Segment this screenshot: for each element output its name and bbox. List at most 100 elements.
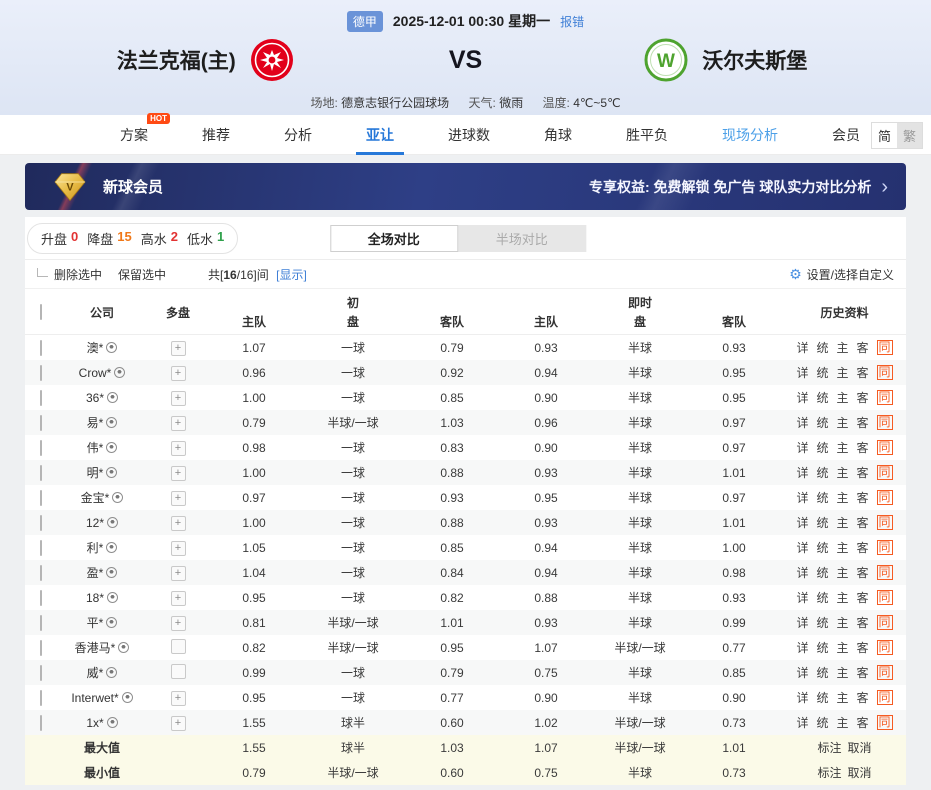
history-link-stats[interactable]: 统 — [816, 491, 829, 505]
history-link-home[interactable]: 主 — [836, 616, 849, 630]
mark-link[interactable]: 标注 — [817, 766, 842, 780]
nav-tab[interactable]: 胜平负 — [624, 115, 670, 155]
report-error-link[interactable]: 报错 — [560, 14, 585, 29]
history-link-away[interactable]: 客 — [856, 491, 869, 505]
keep-selected-button[interactable]: 保留选中 — [118, 267, 167, 282]
history-link-away[interactable]: 客 — [856, 341, 869, 355]
expand-multi-button[interactable]: + — [170, 465, 186, 481]
row-checkbox[interactable] — [40, 439, 42, 456]
history-link-away[interactable]: 客 — [856, 416, 869, 430]
expand-multi-button[interactable]: + — [170, 340, 186, 356]
lang-traditional-button[interactable]: 繁 — [897, 123, 922, 148]
history-link-same[interactable]: 同 — [876, 490, 893, 505]
history-link-detail[interactable]: 详 — [796, 416, 809, 430]
history-link-away[interactable]: 客 — [856, 366, 869, 380]
row-checkbox[interactable] — [40, 364, 42, 381]
row-checkbox[interactable] — [40, 489, 42, 506]
history-link-stats[interactable]: 统 — [816, 666, 829, 680]
history-link-away[interactable]: 客 — [856, 566, 869, 580]
history-link-home[interactable]: 主 — [836, 491, 849, 505]
history-link-home[interactable]: 主 — [836, 566, 849, 580]
row-checkbox[interactable] — [40, 414, 42, 431]
history-link-same[interactable]: 同 — [876, 665, 893, 680]
row-checkbox[interactable] — [40, 614, 42, 631]
history-link-stats[interactable]: 统 — [816, 416, 829, 430]
history-link-home[interactable]: 主 — [836, 366, 849, 380]
expand-multi-button[interactable]: + — [170, 540, 186, 556]
history-link-away[interactable]: 客 — [856, 691, 869, 705]
nav-tab[interactable]: 亚让 — [356, 115, 404, 155]
history-link-home[interactable]: 主 — [836, 341, 849, 355]
nav-tab[interactable]: 角球 — [542, 115, 574, 155]
history-link-home[interactable]: 主 — [836, 591, 849, 605]
row-checkbox[interactable] — [40, 564, 42, 581]
history-link-stats[interactable]: 统 — [816, 516, 829, 530]
history-link-same[interactable]: 同 — [876, 390, 893, 405]
nav-tab[interactable]: 现场分析 — [720, 115, 780, 155]
nav-tab[interactable]: 会员 — [830, 115, 862, 155]
history-link-home[interactable]: 主 — [836, 391, 849, 405]
history-link-stats[interactable]: 统 — [816, 566, 829, 580]
history-link-away[interactable]: 客 — [856, 541, 869, 555]
history-link-detail[interactable]: 详 — [796, 616, 809, 630]
history-link-stats[interactable]: 统 — [816, 391, 829, 405]
expand-multi-button[interactable]: + — [170, 390, 186, 406]
row-checkbox[interactable] — [40, 514, 42, 531]
nav-tab[interactable]: 推荐 — [200, 115, 232, 155]
row-checkbox[interactable] — [40, 664, 42, 681]
history-link-stats[interactable]: 统 — [816, 341, 829, 355]
history-link-away[interactable]: 客 — [856, 616, 869, 630]
history-link-home[interactable]: 主 — [836, 691, 849, 705]
history-link-detail[interactable]: 详 — [796, 566, 809, 580]
row-checkbox[interactable] — [40, 339, 42, 356]
expand-multi-button[interactable]: + — [170, 490, 186, 506]
history-link-home[interactable]: 主 — [836, 516, 849, 530]
cancel-link[interactable]: 取消 — [847, 766, 872, 780]
row-checkbox[interactable] — [40, 589, 42, 606]
history-link-stats[interactable]: 统 — [816, 441, 829, 455]
history-link-detail[interactable]: 详 — [796, 591, 809, 605]
history-link-same[interactable]: 同 — [876, 540, 893, 555]
expand-multi-button[interactable]: + — [170, 415, 186, 431]
history-link-same[interactable]: 同 — [876, 340, 893, 355]
nav-tab[interactable]: 分析 — [282, 115, 314, 155]
delete-selected-button[interactable]: 删除选中 — [54, 267, 103, 282]
history-link-home[interactable]: 主 — [836, 541, 849, 555]
lang-simplified-button[interactable]: 简 — [872, 123, 897, 148]
expand-multi-button[interactable]: + — [170, 690, 186, 706]
history-link-same[interactable]: 同 — [876, 690, 893, 705]
cancel-link[interactable]: 取消 — [847, 741, 872, 755]
history-link-same[interactable]: 同 — [876, 440, 893, 455]
history-link-away[interactable]: 客 — [856, 391, 869, 405]
history-link-same[interactable]: 同 — [876, 565, 893, 580]
history-link-detail[interactable]: 详 — [796, 541, 809, 555]
row-checkbox[interactable] — [40, 389, 42, 406]
history-link-stats[interactable]: 统 — [816, 641, 829, 655]
expand-multi-button[interactable]: + — [170, 440, 186, 456]
row-checkbox[interactable] — [40, 639, 42, 656]
nav-tab[interactable]: 方案 HOT — [118, 112, 170, 155]
expand-multi-button[interactable]: + — [170, 615, 186, 631]
history-link-detail[interactable]: 详 — [796, 366, 809, 380]
history-link-stats[interactable]: 统 — [816, 466, 829, 480]
history-link-away[interactable]: 客 — [856, 466, 869, 480]
history-link-same[interactable]: 同 — [876, 415, 893, 430]
history-link-away[interactable]: 客 — [856, 516, 869, 530]
history-link-home[interactable]: 主 — [836, 666, 849, 680]
vip-banner[interactable]: V 新球会员 专享权益: 免费解锁 免广告 球队实力对比分析 › — [25, 163, 906, 210]
select-all-checkbox[interactable] — [40, 304, 42, 320]
row-checkbox[interactable] — [40, 689, 42, 706]
history-link-detail[interactable]: 详 — [796, 491, 809, 505]
history-link-same[interactable]: 同 — [876, 640, 893, 655]
history-link-away[interactable]: 客 — [856, 716, 869, 730]
history-link-detail[interactable]: 详 — [796, 466, 809, 480]
history-link-home[interactable]: 主 — [836, 716, 849, 730]
history-link-detail[interactable]: 详 — [796, 716, 809, 730]
expand-multi-button[interactable] — [170, 638, 186, 654]
history-link-home[interactable]: 主 — [836, 641, 849, 655]
row-checkbox[interactable] — [40, 539, 42, 556]
half-match-toggle[interactable]: 半场对比 — [495, 231, 548, 247]
expand-multi-button[interactable] — [170, 663, 186, 679]
history-link-stats[interactable]: 统 — [816, 716, 829, 730]
history-link-same[interactable]: 同 — [876, 465, 893, 480]
